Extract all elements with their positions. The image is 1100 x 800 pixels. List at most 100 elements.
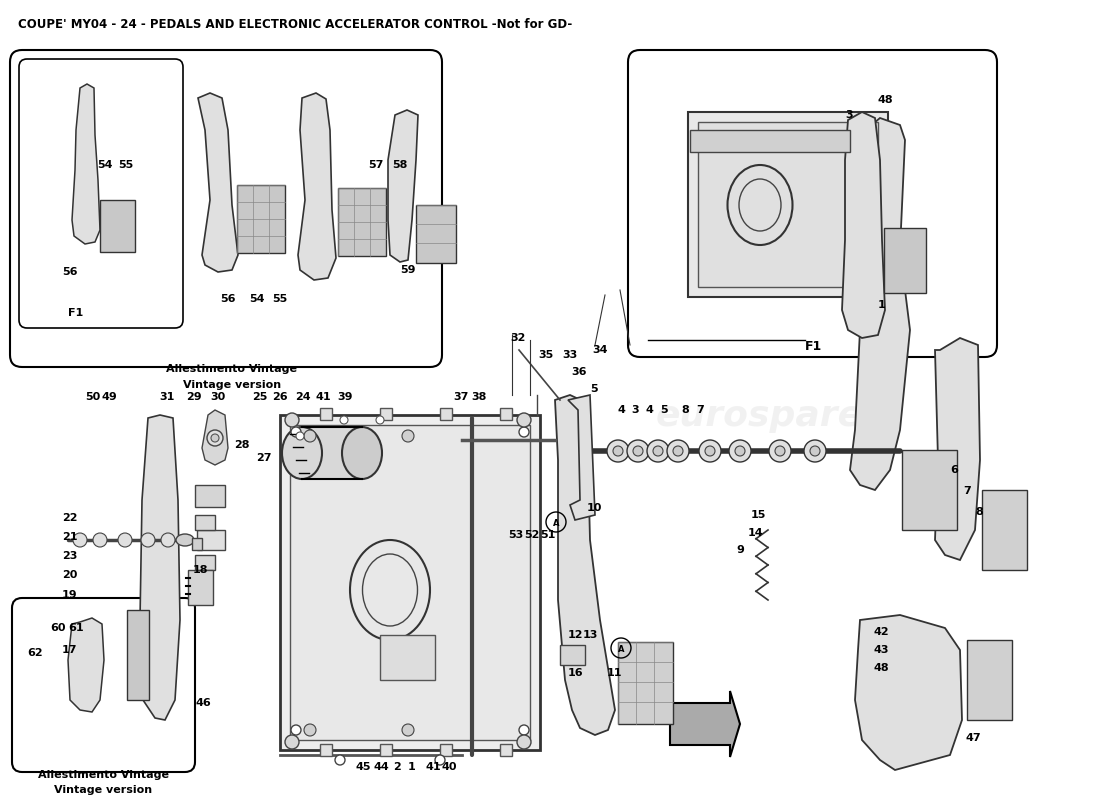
Circle shape	[292, 427, 301, 437]
Text: 46: 46	[195, 698, 211, 708]
Text: 4: 4	[617, 405, 625, 415]
Text: 5: 5	[660, 405, 668, 415]
Circle shape	[336, 755, 345, 765]
Text: eurospares: eurospares	[656, 399, 884, 433]
Text: 53: 53	[508, 530, 524, 540]
Circle shape	[304, 724, 316, 736]
Circle shape	[729, 440, 751, 462]
Bar	[197, 530, 226, 550]
Circle shape	[667, 440, 689, 462]
Bar	[195, 555, 214, 570]
Polygon shape	[842, 112, 886, 338]
Text: 36: 36	[571, 367, 586, 377]
Bar	[379, 635, 434, 680]
Text: 2: 2	[393, 762, 400, 772]
Polygon shape	[568, 395, 595, 520]
Text: 18: 18	[192, 565, 209, 575]
Circle shape	[211, 434, 219, 442]
Polygon shape	[202, 410, 228, 465]
Circle shape	[673, 446, 683, 456]
Circle shape	[613, 446, 623, 456]
Bar	[884, 228, 926, 293]
Text: 7: 7	[962, 486, 970, 496]
Text: 39: 39	[337, 392, 352, 402]
Text: 41: 41	[426, 762, 441, 772]
Text: 44: 44	[373, 762, 388, 772]
FancyBboxPatch shape	[10, 50, 442, 367]
Text: 30: 30	[210, 392, 225, 402]
Polygon shape	[850, 118, 910, 490]
Circle shape	[402, 430, 414, 442]
Circle shape	[804, 440, 826, 462]
Circle shape	[519, 725, 529, 735]
Text: Allestimento Vintage: Allestimento Vintage	[37, 770, 168, 780]
Bar	[290, 425, 530, 740]
Text: 59: 59	[400, 265, 416, 275]
Circle shape	[517, 735, 531, 749]
Circle shape	[735, 446, 745, 456]
Text: 54: 54	[249, 294, 264, 304]
Text: Allestimento Vintage: Allestimento Vintage	[166, 364, 297, 374]
Polygon shape	[140, 415, 180, 720]
Bar	[126, 610, 148, 700]
Text: 1: 1	[408, 762, 416, 772]
Text: 48: 48	[878, 95, 893, 105]
Bar	[280, 415, 540, 750]
Text: 33: 33	[562, 350, 578, 360]
Bar	[302, 427, 362, 479]
Text: 12: 12	[568, 630, 583, 640]
Text: 21: 21	[62, 532, 77, 542]
Circle shape	[519, 427, 529, 437]
Polygon shape	[72, 84, 100, 244]
Text: 50: 50	[85, 392, 100, 402]
Text: 10: 10	[587, 503, 603, 513]
Text: 31: 31	[160, 392, 175, 402]
Bar	[320, 408, 332, 420]
Bar	[236, 185, 285, 253]
Circle shape	[296, 432, 304, 440]
Text: eurospares: eurospares	[194, 319, 422, 353]
Circle shape	[632, 446, 644, 456]
Text: 49: 49	[101, 392, 117, 402]
Text: 32: 32	[510, 333, 526, 343]
Bar	[188, 570, 213, 605]
Polygon shape	[935, 338, 980, 560]
Bar	[500, 408, 512, 420]
Text: Vintage version: Vintage version	[54, 785, 152, 795]
Text: 17: 17	[62, 645, 77, 655]
Text: 38: 38	[471, 392, 486, 402]
Text: 41: 41	[316, 392, 331, 402]
Text: 5: 5	[590, 384, 597, 394]
Circle shape	[653, 446, 663, 456]
Text: 58: 58	[392, 160, 407, 170]
Ellipse shape	[176, 534, 194, 546]
Bar	[338, 188, 386, 256]
Text: 47: 47	[966, 733, 981, 743]
Circle shape	[705, 446, 715, 456]
Polygon shape	[198, 93, 238, 272]
Circle shape	[647, 440, 669, 462]
Text: 62: 62	[28, 648, 43, 658]
Text: 26: 26	[272, 392, 287, 402]
Text: COUPE' MY04 - 24 - PEDALS AND ELECTRONIC ACCELERATOR CONTROL -Not for GD-: COUPE' MY04 - 24 - PEDALS AND ELECTRONIC…	[18, 18, 572, 31]
Text: 19: 19	[62, 590, 78, 600]
Polygon shape	[68, 618, 104, 712]
Text: 3: 3	[845, 110, 853, 120]
Text: 15: 15	[751, 510, 767, 520]
Text: 42: 42	[874, 627, 890, 637]
Circle shape	[285, 413, 299, 427]
Bar	[560, 645, 585, 665]
Text: 54: 54	[97, 160, 112, 170]
Bar	[195, 515, 214, 530]
Polygon shape	[298, 93, 336, 280]
Circle shape	[73, 533, 87, 547]
Bar	[100, 200, 135, 252]
FancyBboxPatch shape	[19, 59, 183, 328]
Text: 28: 28	[234, 440, 250, 450]
Text: 13: 13	[583, 630, 598, 640]
Text: 52: 52	[524, 530, 539, 540]
Bar	[192, 538, 202, 550]
Circle shape	[776, 446, 785, 456]
Polygon shape	[670, 691, 740, 757]
Text: F1: F1	[68, 308, 84, 318]
